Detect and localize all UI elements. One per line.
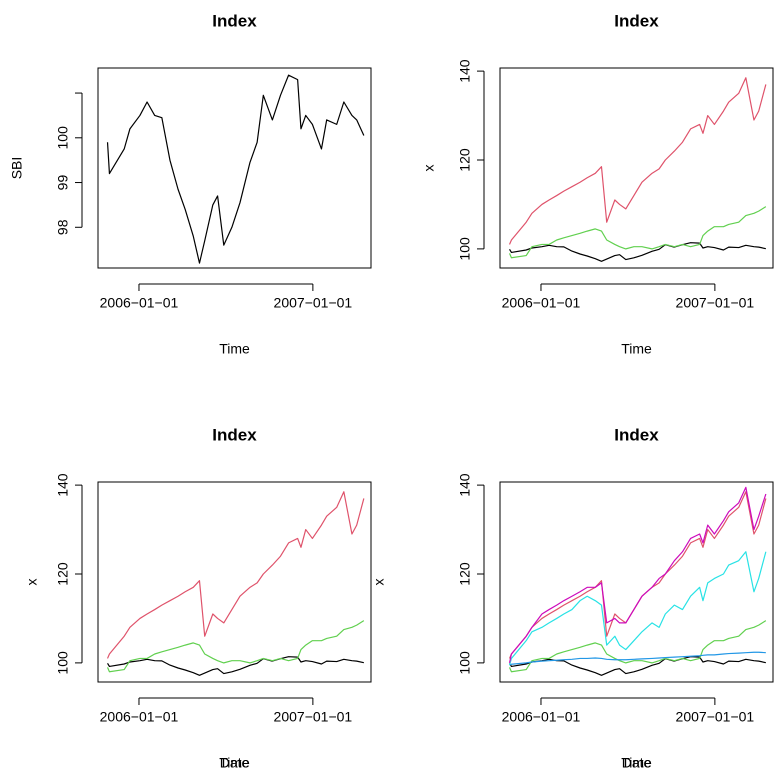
x-tick-label: 2007−01−01 xyxy=(274,295,353,311)
plot-box xyxy=(499,481,774,683)
y-tick-label: 100 xyxy=(55,651,71,675)
x-axis-label: Time xyxy=(621,341,652,357)
x-axis-label: Date xyxy=(622,755,652,771)
chart-title: Index xyxy=(212,425,257,444)
series-line xyxy=(508,491,767,659)
y-axis-label: x xyxy=(24,579,40,586)
chart-title: Index xyxy=(614,425,659,444)
x-axis-label: Time xyxy=(219,755,250,771)
series-line xyxy=(106,74,365,264)
y-tick-label: 120 xyxy=(457,148,473,172)
y-tick-label: 120 xyxy=(55,562,71,586)
plot-box xyxy=(97,67,372,269)
y-tick-label: 99 xyxy=(55,175,71,191)
y-axis-label: x xyxy=(421,165,437,172)
series-line xyxy=(508,486,767,664)
series-line xyxy=(508,206,767,259)
chart-title: Index xyxy=(614,11,659,30)
series-line xyxy=(509,242,766,262)
y-tick-label: 120 xyxy=(457,562,473,586)
y-tick-label: 140 xyxy=(55,473,71,497)
y-tick-label: 100 xyxy=(457,237,473,261)
series-line xyxy=(106,620,365,673)
x-tick-label: 2007−01−01 xyxy=(274,709,353,725)
series-line xyxy=(107,656,364,676)
chart-title: Index xyxy=(212,11,257,30)
x-tick-label: 2006−01−01 xyxy=(502,709,581,725)
x-tick-label: 2007−01−01 xyxy=(676,295,755,311)
x-tick-label: 2006−01−01 xyxy=(100,295,179,311)
plot-box xyxy=(499,67,774,269)
y-tick-label: 98 xyxy=(55,219,71,235)
plot-box xyxy=(97,481,372,683)
x-axis-label: Time xyxy=(219,341,250,357)
series-line xyxy=(508,620,767,673)
series-line xyxy=(508,77,767,245)
y-axis-label: SBI xyxy=(9,157,25,180)
x-tick-label: 2006−01−01 xyxy=(100,709,179,725)
y-tick-label: 100 xyxy=(457,651,473,675)
y-axis-label: x xyxy=(371,579,387,586)
y-tick-label: 140 xyxy=(457,473,473,497)
series-line xyxy=(106,491,365,659)
series-line xyxy=(509,651,766,666)
y-tick-label: 100 xyxy=(55,126,71,150)
x-axis-label: Date xyxy=(220,755,250,771)
x-tick-label: 2007−01−01 xyxy=(676,709,755,725)
y-tick-label: 140 xyxy=(457,59,473,83)
x-axis-label: Time xyxy=(621,755,652,771)
series-line xyxy=(508,551,767,666)
x-tick-label: 2006−01−01 xyxy=(502,295,581,311)
